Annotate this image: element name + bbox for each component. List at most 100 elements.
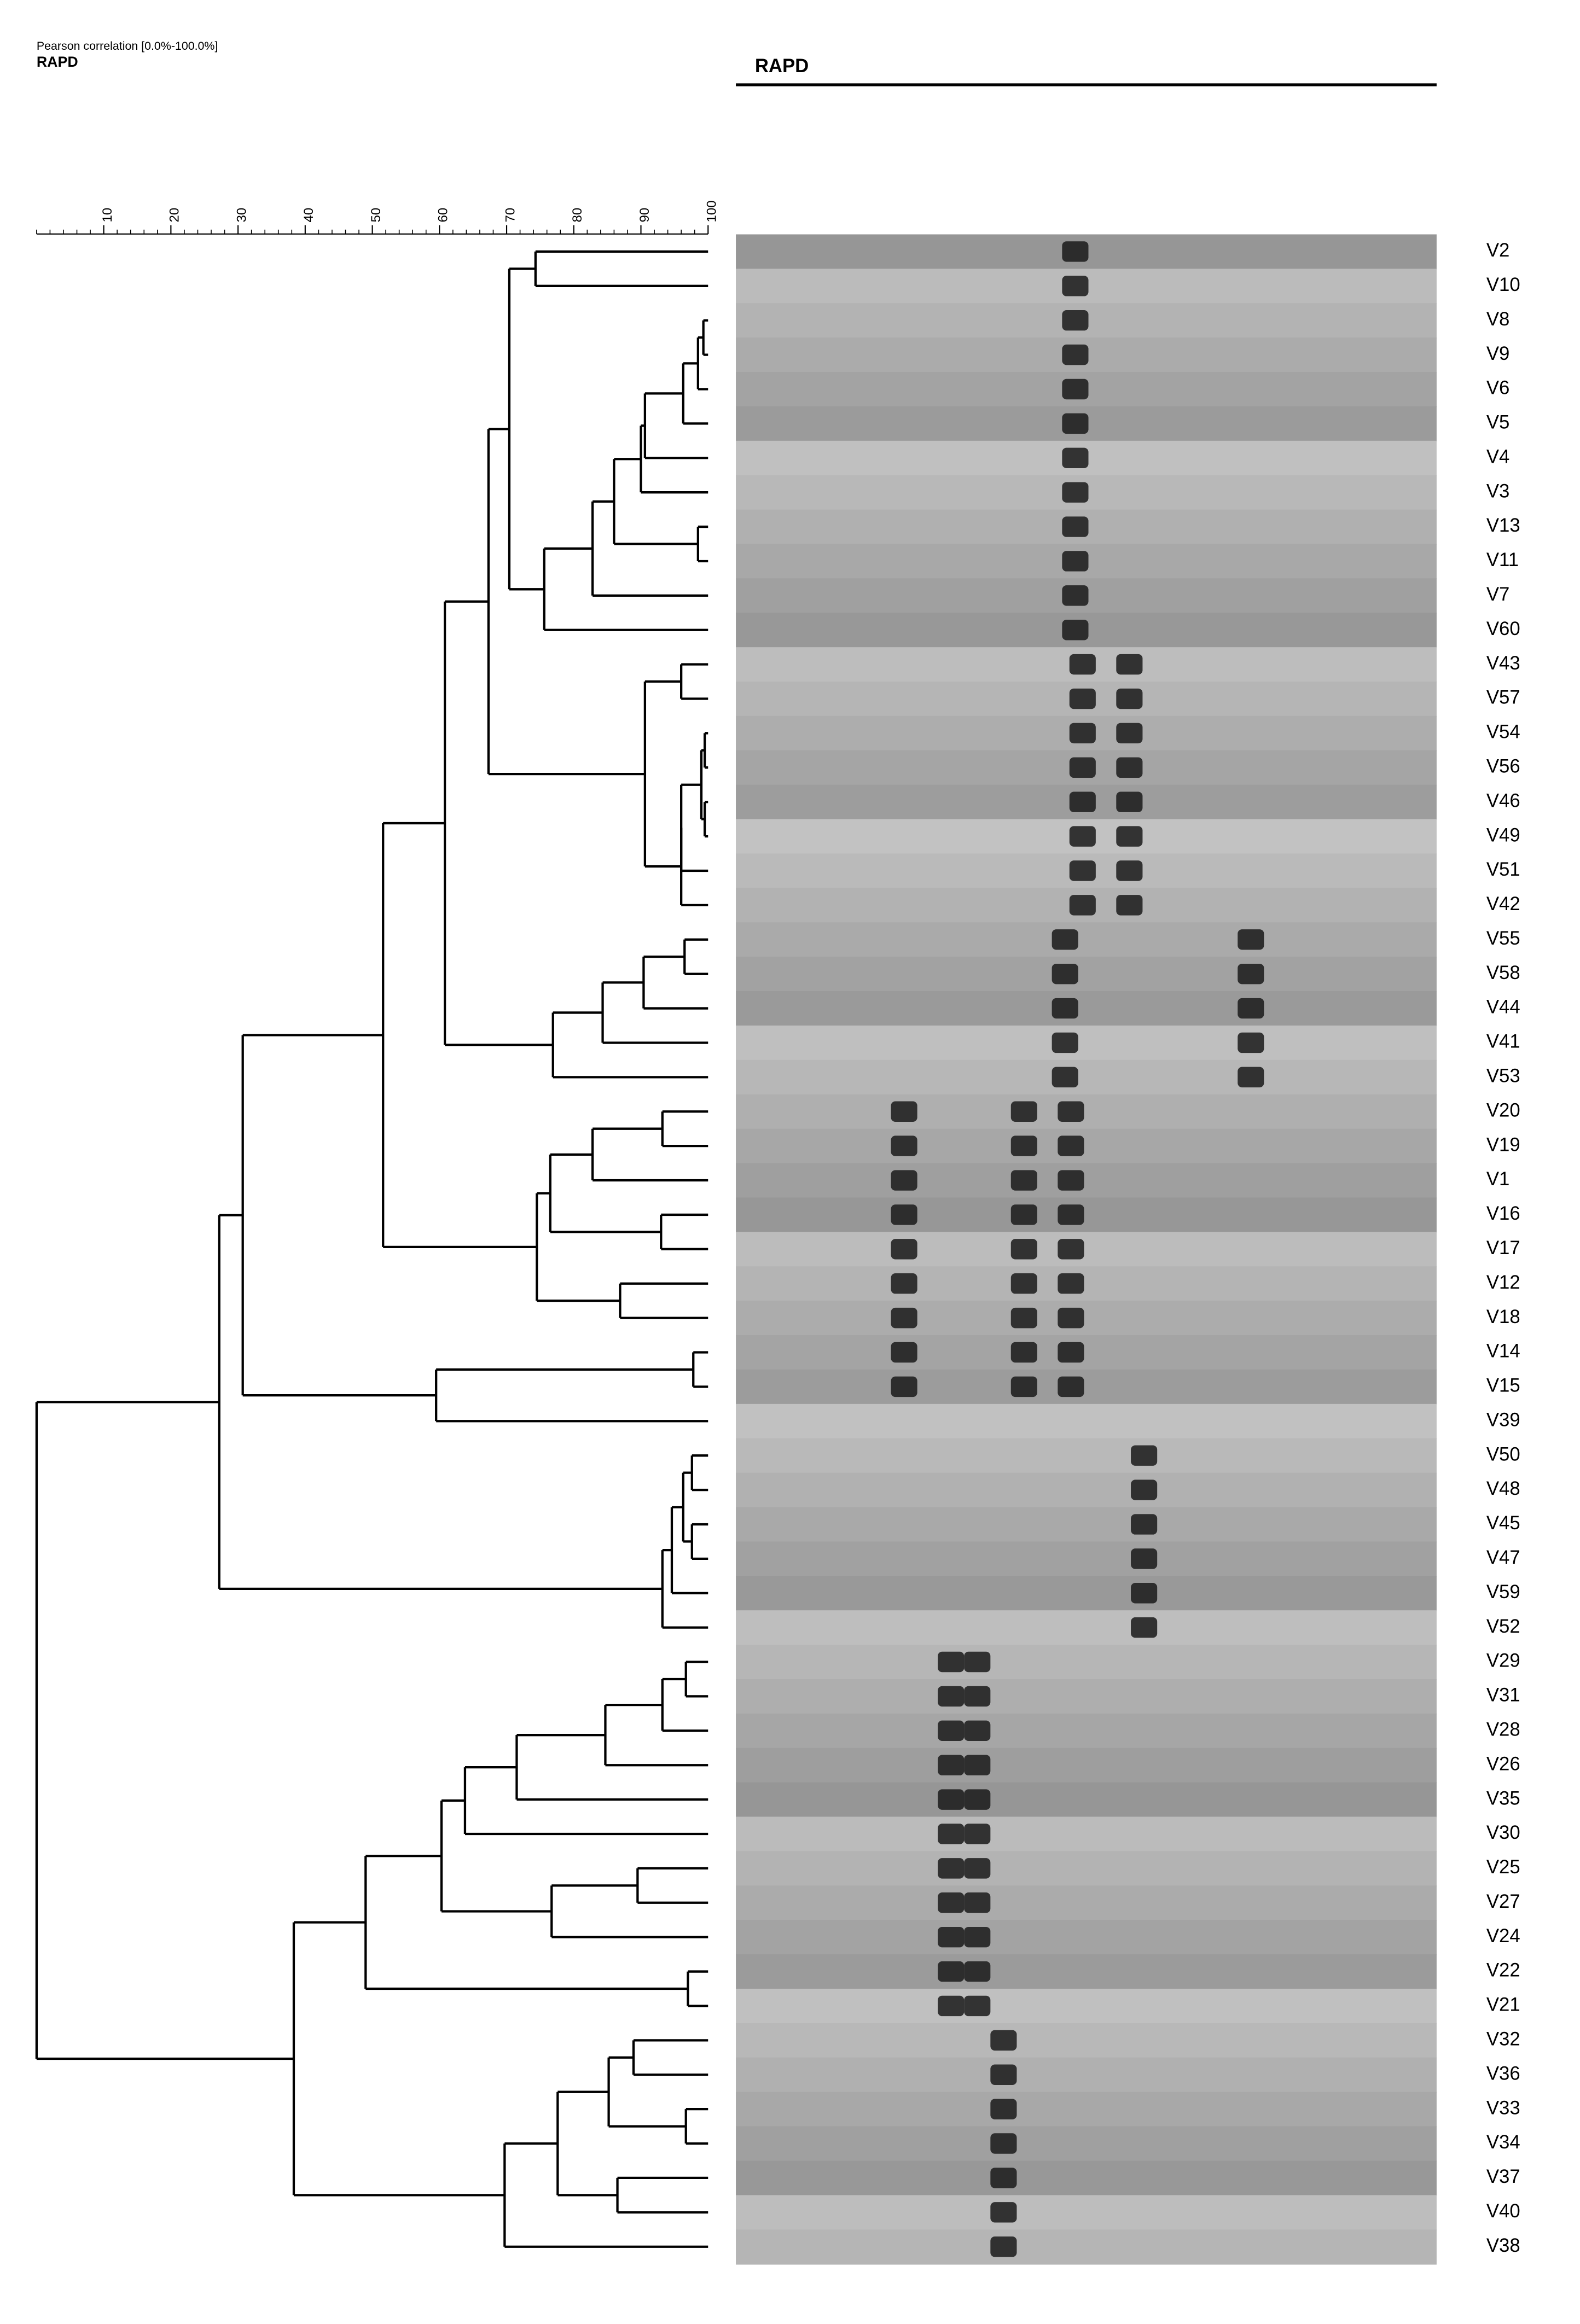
gel-lane [736, 1163, 1437, 1198]
gel-lane [736, 957, 1437, 992]
lane-label: V11 [1486, 550, 1519, 570]
gel-band [1052, 1032, 1078, 1053]
gel-band [891, 1376, 917, 1397]
lane-label: V24 [1486, 1926, 1520, 1947]
lane-label: V9 [1486, 343, 1510, 364]
x-tick-label: 30 [234, 208, 249, 223]
gel-band [891, 1101, 917, 1122]
gel-lane [736, 2057, 1437, 2093]
gel-band [1062, 310, 1089, 331]
lane-label: V46 [1486, 790, 1520, 811]
gel-band [1116, 895, 1143, 916]
x-tick-label: 20 [167, 208, 182, 223]
lane-label: V47 [1486, 1547, 1520, 1568]
gel-band [1131, 1445, 1158, 1466]
gel-lane [736, 1885, 1437, 1921]
gel-lane [736, 1059, 1437, 1096]
gel-band [938, 1686, 965, 1707]
gel-band [1052, 929, 1078, 950]
dendrogram-node [702, 319, 708, 356]
lane-label: V15 [1486, 1376, 1520, 1396]
gel-lane [736, 1026, 1437, 1061]
lane-label: V48 [1486, 1478, 1520, 1499]
gel-band [1058, 1239, 1084, 1260]
lane-label: V22 [1486, 1960, 1520, 1981]
lane-label: V37 [1486, 2166, 1520, 2187]
gel-band [1116, 826, 1143, 847]
lane-label: V21 [1486, 1995, 1520, 2016]
gel-lane [736, 1403, 1437, 1440]
dendrogram-node [241, 1034, 437, 1397]
gel-band [1062, 551, 1089, 572]
gel-lane [736, 1197, 1437, 1233]
gel-band [938, 1720, 965, 1741]
lane-label: V4 [1486, 446, 1510, 467]
dendrogram-node [696, 525, 708, 563]
gel-band [1238, 963, 1264, 985]
gel-band [938, 1824, 965, 1844]
dendrogram-node [683, 938, 708, 975]
gel-lane [736, 1369, 1437, 1405]
lane-label: V28 [1486, 1720, 1520, 1740]
gel-band [1069, 688, 1096, 709]
lane-label: V6 [1486, 378, 1510, 399]
lane-label: V50 [1486, 1444, 1520, 1465]
lane-label: V26 [1486, 1754, 1520, 1774]
dendrogram-node [35, 1401, 294, 2060]
gel-band [990, 2236, 1017, 2257]
gel-band [1010, 1239, 1037, 1260]
gel-band [1010, 1170, 1037, 1191]
gel-band [964, 1651, 991, 1673]
gel-band [990, 2099, 1017, 2119]
lane-label: V39 [1486, 1409, 1520, 1430]
gel-band [1131, 1583, 1158, 1604]
lane-label: V35 [1486, 1788, 1520, 1809]
x-tick-label: 10 [100, 208, 115, 223]
lane-label: V60 [1486, 619, 1520, 639]
lane-label: V45 [1486, 1513, 1520, 1534]
lane-label: V13 [1486, 515, 1520, 536]
gel-lane [736, 1094, 1437, 1130]
gel-lane [736, 2229, 1437, 2265]
gel-band [964, 1686, 991, 1707]
gel-lane [736, 1232, 1437, 1267]
gel-band [1062, 620, 1089, 640]
x-tick-label: 70 [503, 208, 518, 223]
lane-label: V41 [1486, 1032, 1520, 1052]
gel-band [1131, 1514, 1158, 1535]
lane-label: V36 [1486, 2063, 1520, 2084]
gel-lane [736, 2126, 1437, 2162]
dendrogram-node [556, 2090, 618, 2197]
lane-label: V7 [1486, 584, 1510, 605]
gel-lane [736, 1576, 1437, 1611]
lane-label: V30 [1486, 1822, 1520, 1843]
lane-label: V33 [1486, 2098, 1520, 2118]
lane-label: V17 [1486, 1238, 1520, 1259]
subtitle: RAPD [37, 54, 78, 70]
gel-band [1010, 1376, 1037, 1397]
gel-lane [736, 1541, 1437, 1577]
gel-band [964, 1961, 991, 1982]
gel-band [964, 1858, 991, 1879]
gel-band [938, 1858, 965, 1879]
gel-band [938, 1651, 965, 1673]
lane-label: V34 [1486, 2132, 1520, 2153]
gel-band [990, 2133, 1017, 2154]
gel-lane [736, 1679, 1437, 1715]
gel-band [1010, 1101, 1037, 1122]
dendrogram-node [670, 1506, 708, 1594]
gel-lane [736, 1266, 1437, 1302]
gel-band [964, 1892, 991, 1913]
gel-band [1116, 757, 1143, 778]
gel-lane [736, 1748, 1437, 1783]
gel-band [1058, 1307, 1084, 1329]
gel-band [1069, 654, 1096, 675]
gel-band [1052, 963, 1078, 985]
lane-label: V44 [1486, 997, 1520, 1018]
gel-band [1238, 929, 1264, 950]
gel-band [1069, 895, 1096, 916]
gel-band [1062, 241, 1089, 262]
